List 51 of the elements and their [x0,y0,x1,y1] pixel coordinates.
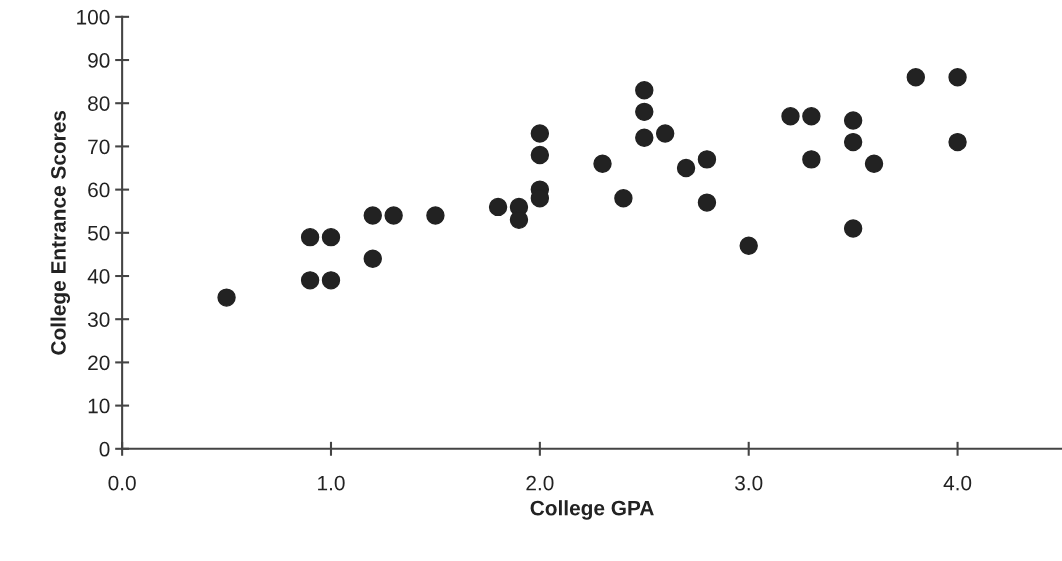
y-tick-label: 50 [87,225,110,241]
point [697,150,717,169]
point [321,271,341,290]
point [509,210,529,230]
point [530,124,550,143]
point [948,68,967,87]
point [593,154,612,173]
point [948,132,967,152]
y-axis-title: College Entrance Scores [50,110,71,355]
point [426,206,445,225]
x-tick-label: 1.0 [318,475,345,491]
point [843,132,863,152]
point [676,158,696,178]
point [363,249,382,268]
point [655,124,675,143]
y-tick-label: 90 [88,53,110,68]
point [802,106,821,126]
point [300,271,320,290]
y-tick-label: 20 [88,355,110,371]
point [802,150,821,169]
y-tick-label: 70 [88,139,110,155]
x-tick-label: 2.0 [526,475,554,491]
y-tick-label: 80 [88,96,110,111]
point [488,197,508,217]
y-tick-label: 30 [87,312,110,327]
point [635,102,654,122]
y-tick-label: 0 [99,441,110,457]
point [300,227,320,247]
point [697,193,717,212]
x-tick-label: 3.0 [735,475,763,491]
point [843,219,863,238]
x-axis-title: College GPA [530,500,654,520]
y-tick-label: 100 [77,9,110,25]
point [321,227,341,247]
point [217,288,236,307]
x-tick-label: 4.0 [943,475,972,491]
point [864,154,884,173]
point [635,81,654,100]
point [843,111,863,130]
point [614,189,633,208]
point [739,236,758,255]
x-tick-label: 0.0 [108,475,136,491]
point [530,145,550,165]
y-tick-label: 10 [88,398,110,414]
point [384,206,403,225]
y-tick-label: 40 [87,269,110,284]
point [781,106,800,126]
point [906,68,925,87]
y-tick-label: 60 [88,182,110,198]
point [635,128,654,147]
point [363,206,382,225]
